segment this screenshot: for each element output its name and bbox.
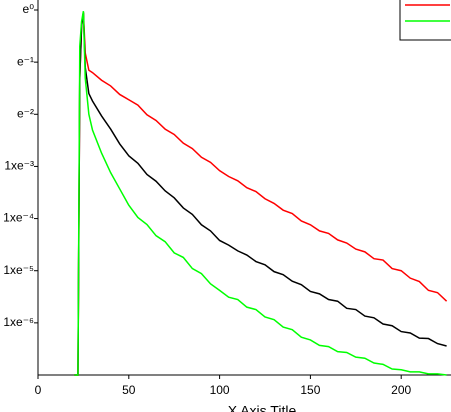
y-tick-label: 1xe⁻⁶ (3, 315, 34, 329)
data-line (74, 11, 447, 376)
y-tick-label: 1xe⁻³ (4, 159, 34, 173)
x-tick-label: 100 (210, 383, 230, 397)
y-tick-label: 1xe⁻⁴ (3, 211, 34, 225)
legend-box (399, 0, 451, 41)
y-tick-label: 1xe⁻⁵ (3, 263, 34, 277)
x-tick-label: 200 (391, 383, 411, 397)
data-line (74, 12, 447, 376)
y-tick-label: e⁰ (23, 2, 35, 16)
y-tick-label: e⁻¹ (17, 54, 34, 68)
x-tick-label: 50 (122, 383, 136, 397)
x-tick-label: 150 (300, 383, 320, 397)
data-line (74, 12, 448, 376)
y-tick-label: e⁻² (17, 106, 34, 120)
x-axis-title: X Axis Title (228, 403, 297, 412)
x-tick-label: 0 (35, 383, 42, 397)
